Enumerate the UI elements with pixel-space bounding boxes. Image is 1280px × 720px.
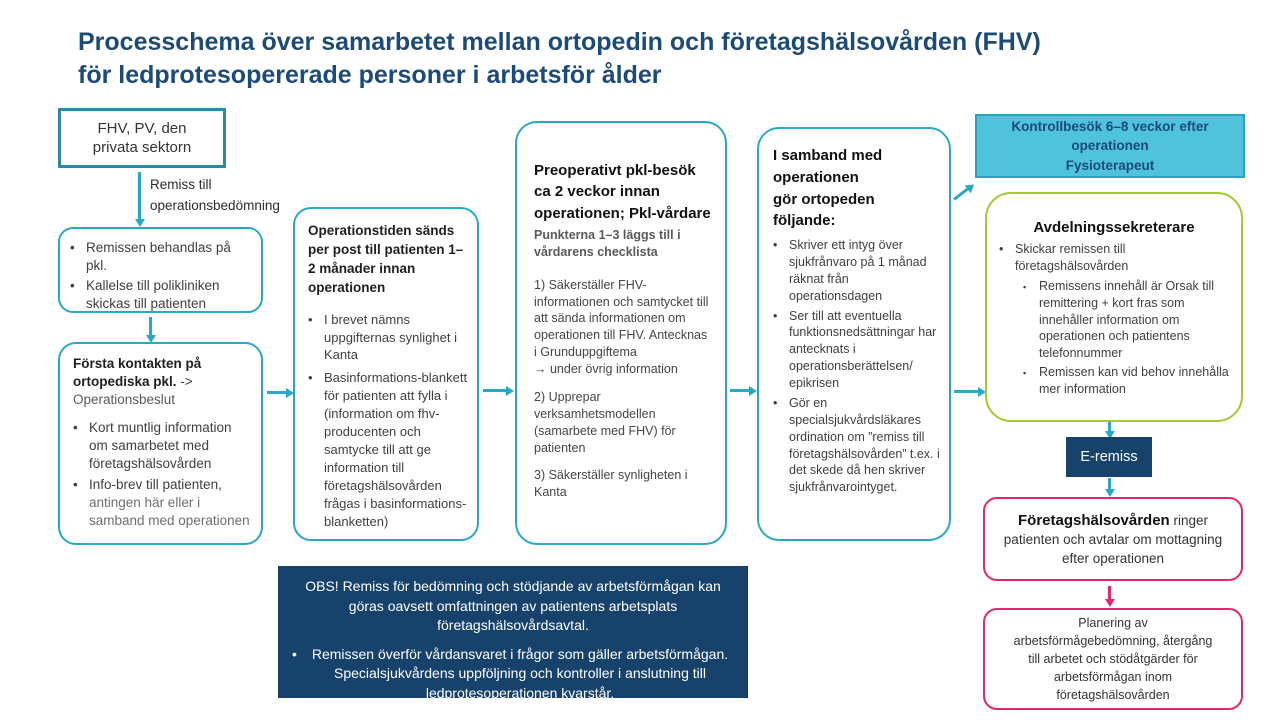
followup-box-label: Kontrollbesök 6–8 veckor efter operation… [1011, 118, 1209, 173]
operation-day-title: I samband med operationen gör ortopeden … [773, 147, 883, 230]
preop-visit-title: Preoperativt pkl-besök ca 2 veckor innan… [534, 162, 711, 222]
arrow-source-to-pkl [138, 172, 141, 220]
planning-text: Planering av arbetsförmågebedömning, åte… [1013, 615, 1213, 703]
list-item: I brevet nämns uppgifternas synlighet i … [308, 311, 469, 365]
list-item: Basinformations-blankett för patienten a… [308, 369, 469, 530]
preop-step: 3) Säkerställer synligheten i Kanta [534, 468, 688, 500]
obs-note-box: OBS! Remiss för bedömning och stödjande … [278, 566, 748, 701]
sub-list-item: Remissens innehåll är Orsak till remitte… [1023, 278, 1229, 362]
source-box-label: FHV, PV, den privata sektorn [92, 119, 192, 157]
arrow-opday-to-followup [953, 187, 969, 201]
arrow-opday-to-secretary [954, 390, 978, 393]
arrow-eremiss-to-fhvcall [1108, 478, 1111, 490]
secretary-title: Avdelningssekreterare [1033, 219, 1195, 236]
list-item: Gör en specialsjukvårdsläkares ordinatio… [773, 395, 941, 496]
arrow-firstcontact-to-optime [267, 391, 286, 394]
planning-box: Planering av arbetsförmågebedömning, åte… [983, 608, 1243, 710]
first-contact-box: Första kontakten på ortopediska pkl. -> … [58, 342, 263, 545]
referral-arrow-label: Remiss till operationsbedömning [150, 177, 280, 213]
followup-box: Kontrollbesök 6–8 veckor efter operation… [975, 114, 1245, 178]
fhv-call-rest: ringer patienten och avtalar om mottagni… [1003, 512, 1223, 566]
e-referral-label: E-remiss [1080, 449, 1138, 465]
list-item: Remissen behandlas på pkl. [70, 239, 253, 274]
preop-step: 2) Upprepar verksamhetsmodellen (samarbe… [534, 389, 676, 455]
list-item: Remissen överför vårdansvaret i frågor s… [292, 645, 734, 704]
list-item: Kallelse till polikliniken skickas till … [70, 277, 253, 311]
list-item: Kort muntlig information om samarbetet m… [73, 419, 253, 472]
fhv-call-box: Företagshälsovården ringer patienten och… [983, 497, 1243, 581]
obs-note-text: OBS! Remiss för bedömning och stödjande … [305, 578, 721, 634]
secretary-box: Avdelningssekreterare Skickar remissen t… [985, 192, 1243, 422]
arrow-fhvcall-to-planning [1108, 586, 1111, 600]
preop-visit-subtitle: Punkterna 1–3 läggs till i vårdarens che… [534, 227, 681, 259]
page-title: Processchema över samarbetet mellan orto… [78, 28, 1041, 90]
arrow-preop-to-opday [730, 389, 749, 392]
arrow-secretary-to-eremiss [1108, 422, 1111, 432]
arrow-pkl-to-firstcontact [149, 317, 152, 336]
first-contact-subtitle: Operationsbeslut [73, 391, 176, 407]
first-contact-title: Första kontakten på ortopediska pkl. -> [73, 356, 202, 389]
list-item: Info-brev till patienten, antingen här e… [73, 476, 253, 529]
source-box: FHV, PV, den privata sektorn [58, 108, 226, 168]
operation-time-title: Operationstiden sänds per post till pati… [308, 223, 464, 295]
list-item: Skriver ett intyg över sjukfrånvaro på 1… [773, 237, 941, 305]
pkl-handling-box: Remissen behandlas på pkl. Kallelse till… [58, 227, 263, 313]
operation-day-box: I samband med operationen gör ortopeden … [757, 127, 951, 541]
list-item: Ser till att eventuella funktionsnedsätt… [773, 308, 941, 392]
preop-visit-box: Preoperativt pkl-besök ca 2 veckor innan… [515, 121, 727, 545]
arrow-optime-to-preop [483, 389, 506, 392]
e-referral-box: E-remiss [1066, 437, 1152, 477]
operation-time-box: Operationstiden sänds per post till pati… [293, 207, 479, 541]
list-item: Skickar remissen till företagshälsovårde… [999, 241, 1229, 275]
sub-list-item: Remissen kan vid behov innehålla mer inf… [1023, 364, 1229, 398]
preop-step: 1) Säkerställer FHV-informationen och sa… [534, 277, 709, 377]
fhv-call-bold: Företagshälsovården [1018, 511, 1170, 529]
